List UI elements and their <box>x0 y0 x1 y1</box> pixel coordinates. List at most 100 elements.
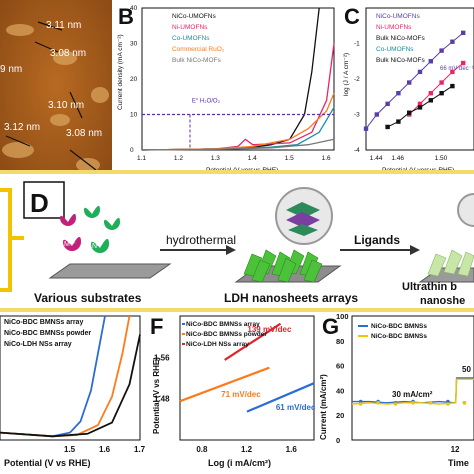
step-ldh: LDH nanosheets arrays <box>224 291 358 305</box>
bottom-row: NiCo-BDC BMNSs array NiCo-BDC BMNSs powde… <box>0 310 474 474</box>
chart-b-ylabel: Current density (mA cm⁻²) <box>117 34 124 110</box>
chart-f-ytick-0: 1.48 <box>154 395 170 404</box>
ion-m: M²⁺ <box>64 241 76 248</box>
chart-c-point-1-2 <box>428 91 433 96</box>
chart-g-annotation-30: 30 mA/cm² <box>392 390 433 399</box>
chart-c-series-line-0 <box>365 32 464 130</box>
panel-c-label: C <box>344 4 360 29</box>
chart-e-frame <box>0 315 141 441</box>
chart-c-ytick-3: -4 <box>354 147 360 154</box>
chart-c-point-0-3 <box>396 91 401 96</box>
chart-b-series-1 <box>141 43 335 151</box>
chart-b-xtick-4: 1.5 <box>285 155 294 162</box>
ion-droplets <box>60 205 120 253</box>
chart-g-ytick-2: 40 <box>336 386 344 395</box>
chart-b-series-4 <box>141 138 335 151</box>
chart-b-legend-2: Co-UMOFNs <box>172 35 210 42</box>
chart-b-legend-1: Ni-UMOFNs <box>172 24 208 31</box>
chart-c-point-0-8 <box>450 39 455 44</box>
substrate <box>48 263 172 279</box>
chart-c-ytick-2: -3 <box>354 112 360 119</box>
arrow-head-1 <box>226 245 236 255</box>
chart-f-label-2: 139 mV/dec <box>247 325 292 334</box>
chart-c-ytick-1: -2 <box>354 76 360 83</box>
chart-c-frame <box>365 7 474 151</box>
chart-g-point-1-1 <box>376 401 380 405</box>
chart-g-point-1-4 <box>428 401 433 405</box>
magnifier-2 <box>457 193 474 227</box>
chart-e: NiCo-BDC BMNSs array NiCo-BDC BMNSs powde… <box>0 315 146 468</box>
panel-g-label: G <box>322 314 340 339</box>
chart-c-point-0-5 <box>417 69 423 75</box>
chart-c-legend-2: Bulk NiCo-MOFs <box>376 35 426 42</box>
chart-c: NiCo-UMOFNs Ni-UMOFNs Bulk NiCo-MOFs Co-UMO… <box>343 7 474 174</box>
chart-f-legend-2: NiCo-LDH NSs array <box>186 341 249 348</box>
afm-height-3: 9 nm <box>0 64 22 75</box>
chart-c-point-2-2 <box>407 110 412 115</box>
chart-f-ytick-1: 1.56 <box>154 353 170 362</box>
step-substrates: Various substrates <box>34 291 142 305</box>
chart-f-frame <box>179 315 315 441</box>
chart-g-point-1-3 <box>411 401 415 405</box>
bracket-arm <box>10 236 24 240</box>
chart-f-xtick-2: 1.6 <box>286 445 298 454</box>
panel-f-label: F <box>150 314 164 339</box>
chart-g-ytick-0: 0 <box>336 436 340 445</box>
chart-g-point-1-5 <box>446 402 450 406</box>
chart-c-point-2-1 <box>396 119 401 124</box>
bmns-sheets <box>427 249 474 277</box>
chart-c-annotation: 66 mV dec⁻¹ <box>440 66 474 72</box>
chart-g-ylabel: Current (mA/cm²) <box>319 374 328 440</box>
chart-g-ytick-5: 100 <box>336 312 349 321</box>
chart-e-xtick-0: 1.5 <box>64 445 76 454</box>
chart-c-point-0-7 <box>439 48 444 53</box>
chart-g-xlabel: Time <box>448 458 469 468</box>
chart-c-point-0-4 <box>407 80 412 85</box>
magnified-structure <box>286 202 320 236</box>
chart-c-point-1-3 <box>439 80 444 85</box>
chart-f-series-1 <box>179 366 270 403</box>
chart-c-point-1-4 <box>450 69 455 75</box>
chart-b-ytick-2: 20 <box>130 76 138 83</box>
chart-c-point-2-0 <box>385 124 390 130</box>
chart-c-point-2-4 <box>428 98 433 103</box>
chart-c-ytick-0: -1 <box>354 41 360 48</box>
chart-b-xtick-3: 1.4 <box>248 155 257 162</box>
ion-n: N²⁺ <box>92 243 103 250</box>
chart-g-ytick-4: 80 <box>336 337 344 346</box>
chart-c-legend-bulk: Bulk NiCo-MOFs <box>376 57 426 64</box>
chart-c-point-0-0 <box>363 126 369 131</box>
chart-c-point-0-6 <box>428 59 433 64</box>
chart-c-point-0-1 <box>374 112 379 117</box>
chart-c-point-2-6 <box>450 83 455 89</box>
chart-b-series-3 <box>141 92 335 151</box>
chart-f-series-0 <box>246 382 315 413</box>
chart-g-point-1-0 <box>358 402 363 406</box>
chart-b-legend-4: Bulk NiCo-MOFs <box>172 57 222 64</box>
chart-g-point-1-2 <box>393 402 398 406</box>
chart-e-legend-0: NiCo-BDC BMNSs array <box>4 319 83 326</box>
chart-g-ytick-1: 20 <box>336 411 344 420</box>
chart-e-xtick-2: 1.7 <box>134 445 146 454</box>
chart-c-point-0-9 <box>461 30 466 36</box>
chart-e-series-2 <box>0 334 141 438</box>
panel-d-box <box>23 181 65 219</box>
chart-e-legend-1: NiCo-BDC BMNSs powder <box>4 330 91 337</box>
chart-f-series-2 <box>224 322 282 361</box>
chart-e-xlabel: Potential (V vs RHE) <box>4 458 91 468</box>
chart-b: E° H₂O/O₂ NiCo-UMOFNs Ni-UMOFNs Co-UMOFNs Co… <box>117 5 335 174</box>
chart-f-xlabel: Log (i mA/cm²) <box>208 458 271 468</box>
chart-b-ytick-4: 40 <box>130 5 138 12</box>
chart-f-label-0: 61 mV/dec <box>276 403 316 412</box>
left-bracket <box>0 188 12 292</box>
chart-c-xtick-1: 1.46 <box>391 155 404 162</box>
chart-b-ytick-3: 30 <box>130 41 138 48</box>
panel-b-label: B <box>118 4 134 29</box>
chart-c-legend-co: Co-UMOFNs <box>376 46 414 53</box>
chart-g-series-1 <box>351 378 474 405</box>
chart-b-xtick-1: 1.2 <box>174 155 183 162</box>
chart-g-legend-0: NiCo-BDC BMNSs <box>371 323 427 330</box>
step-ultrathin: Ultrathin b <box>402 281 457 293</box>
chart-e-xtick-1: 1.6 <box>99 445 111 454</box>
